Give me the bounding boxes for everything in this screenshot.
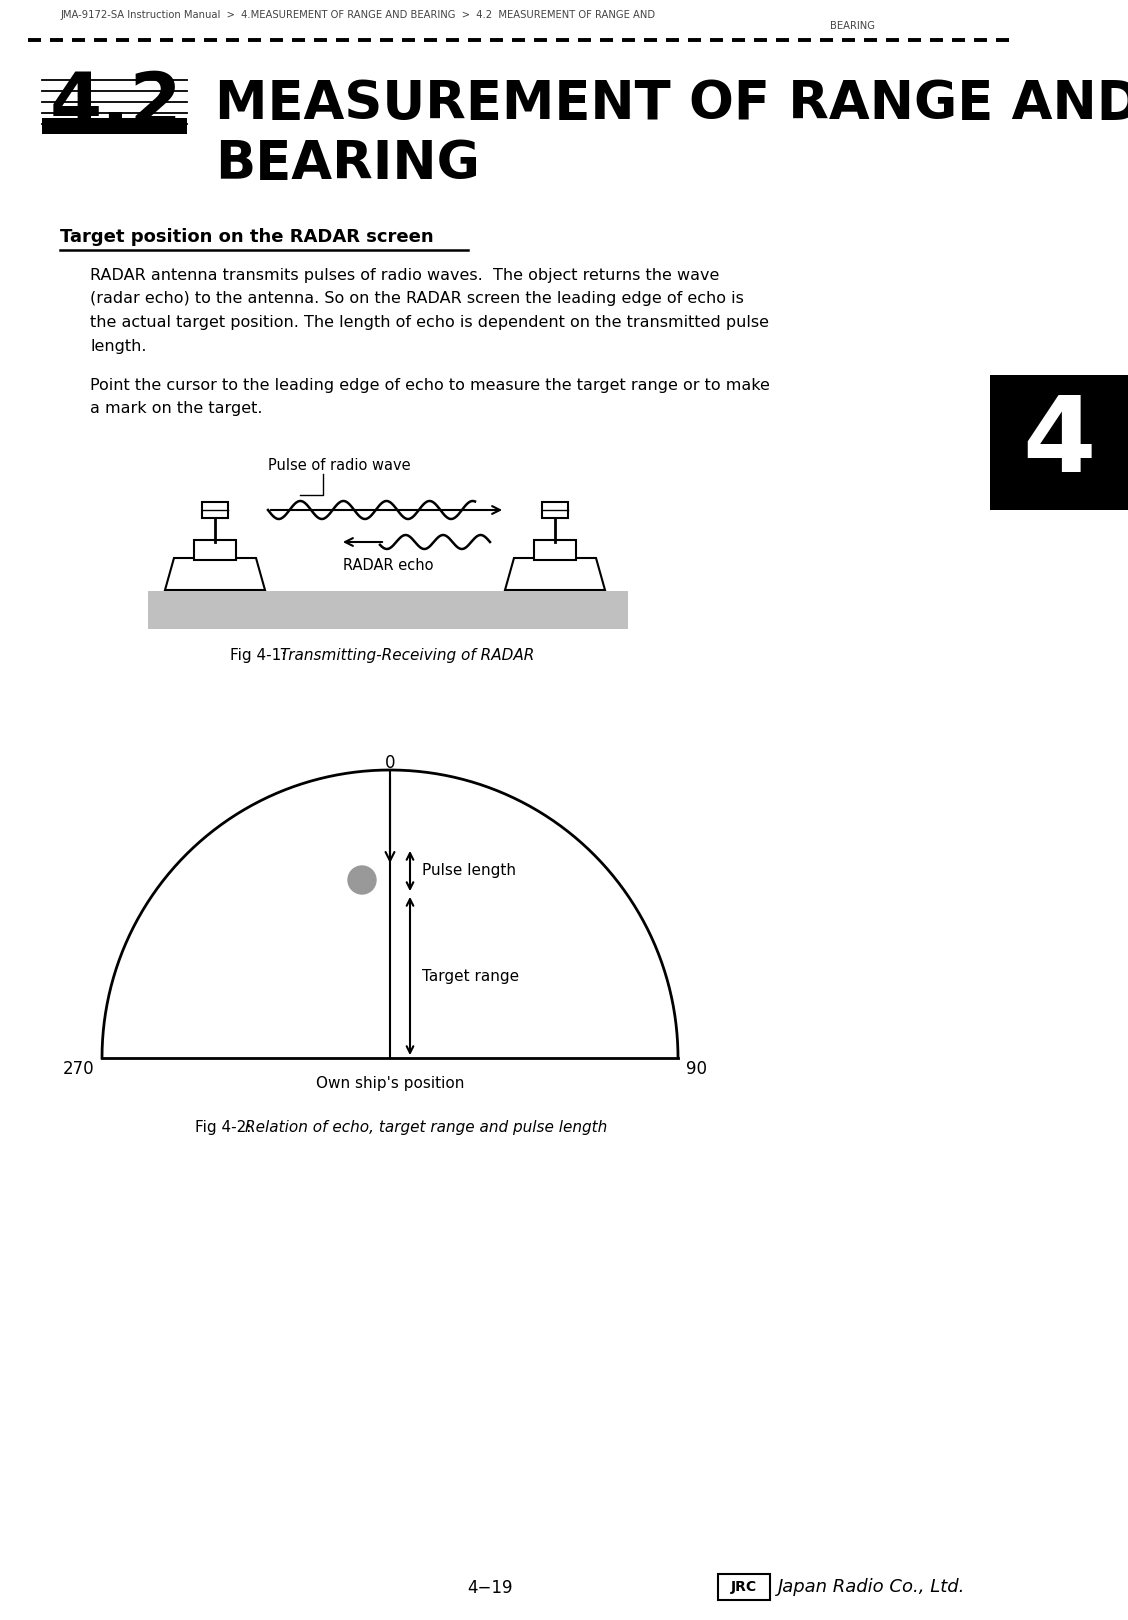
Text: 270: 270 xyxy=(62,1059,94,1077)
Text: JRC: JRC xyxy=(731,1580,757,1594)
Text: MEASUREMENT OF RANGE AND: MEASUREMENT OF RANGE AND xyxy=(215,78,1128,130)
Bar xyxy=(534,539,576,561)
Text: JMA-9172-SA Instruction Manual  >  4.MEASUREMENT OF RANGE AND BEARING  >  4.2  M: JMA-9172-SA Instruction Manual > 4.MEASU… xyxy=(60,10,655,19)
Text: RADAR echo: RADAR echo xyxy=(343,557,433,573)
Text: length.: length. xyxy=(90,339,147,353)
Text: a mark on the target.: a mark on the target. xyxy=(90,402,263,416)
Bar xyxy=(148,591,628,629)
Text: 90: 90 xyxy=(686,1059,707,1077)
Text: Relation of echo, target range and pulse length: Relation of echo, target range and pulse… xyxy=(245,1119,607,1136)
Text: Japan Radio Co., Ltd.: Japan Radio Co., Ltd. xyxy=(778,1578,966,1596)
Bar xyxy=(990,374,1128,510)
Text: BEARING: BEARING xyxy=(830,21,875,31)
Bar xyxy=(202,502,228,518)
Text: Point the cursor to the leading edge of echo to measure the target range or to m: Point the cursor to the leading edge of … xyxy=(90,377,770,394)
Text: Target position on the RADAR screen: Target position on the RADAR screen xyxy=(60,228,433,246)
Text: 4.2: 4.2 xyxy=(50,68,183,141)
Text: Fig 4-1:: Fig 4-1: xyxy=(230,648,291,663)
Text: 4−19: 4−19 xyxy=(467,1580,513,1597)
Text: (radar echo) to the antenna. So on the RADAR screen the leading edge of echo is: (radar echo) to the antenna. So on the R… xyxy=(90,292,743,306)
Bar xyxy=(541,502,569,518)
Text: Transmitting-Receiving of RADAR: Transmitting-Receiving of RADAR xyxy=(280,648,535,663)
Polygon shape xyxy=(505,557,605,590)
Text: Fig 4-2:: Fig 4-2: xyxy=(195,1119,256,1136)
Text: Target range: Target range xyxy=(422,969,519,983)
Text: 4: 4 xyxy=(1022,392,1095,494)
Bar xyxy=(42,118,187,134)
Circle shape xyxy=(349,867,376,894)
Text: RADAR antenna transmits pulses of radio waves.  The object returns the wave: RADAR antenna transmits pulses of radio … xyxy=(90,267,720,284)
Polygon shape xyxy=(165,557,265,590)
Bar xyxy=(194,539,236,561)
Text: the actual target position. The length of echo is dependent on the transmitted p: the actual target position. The length o… xyxy=(90,314,769,330)
Text: Pulse of radio wave: Pulse of radio wave xyxy=(268,458,411,473)
Text: 0: 0 xyxy=(385,753,395,773)
Text: Own ship's position: Own ship's position xyxy=(316,1076,465,1090)
FancyBboxPatch shape xyxy=(719,1575,770,1601)
Text: BEARING: BEARING xyxy=(215,138,479,190)
Text: Pulse length: Pulse length xyxy=(422,863,515,878)
